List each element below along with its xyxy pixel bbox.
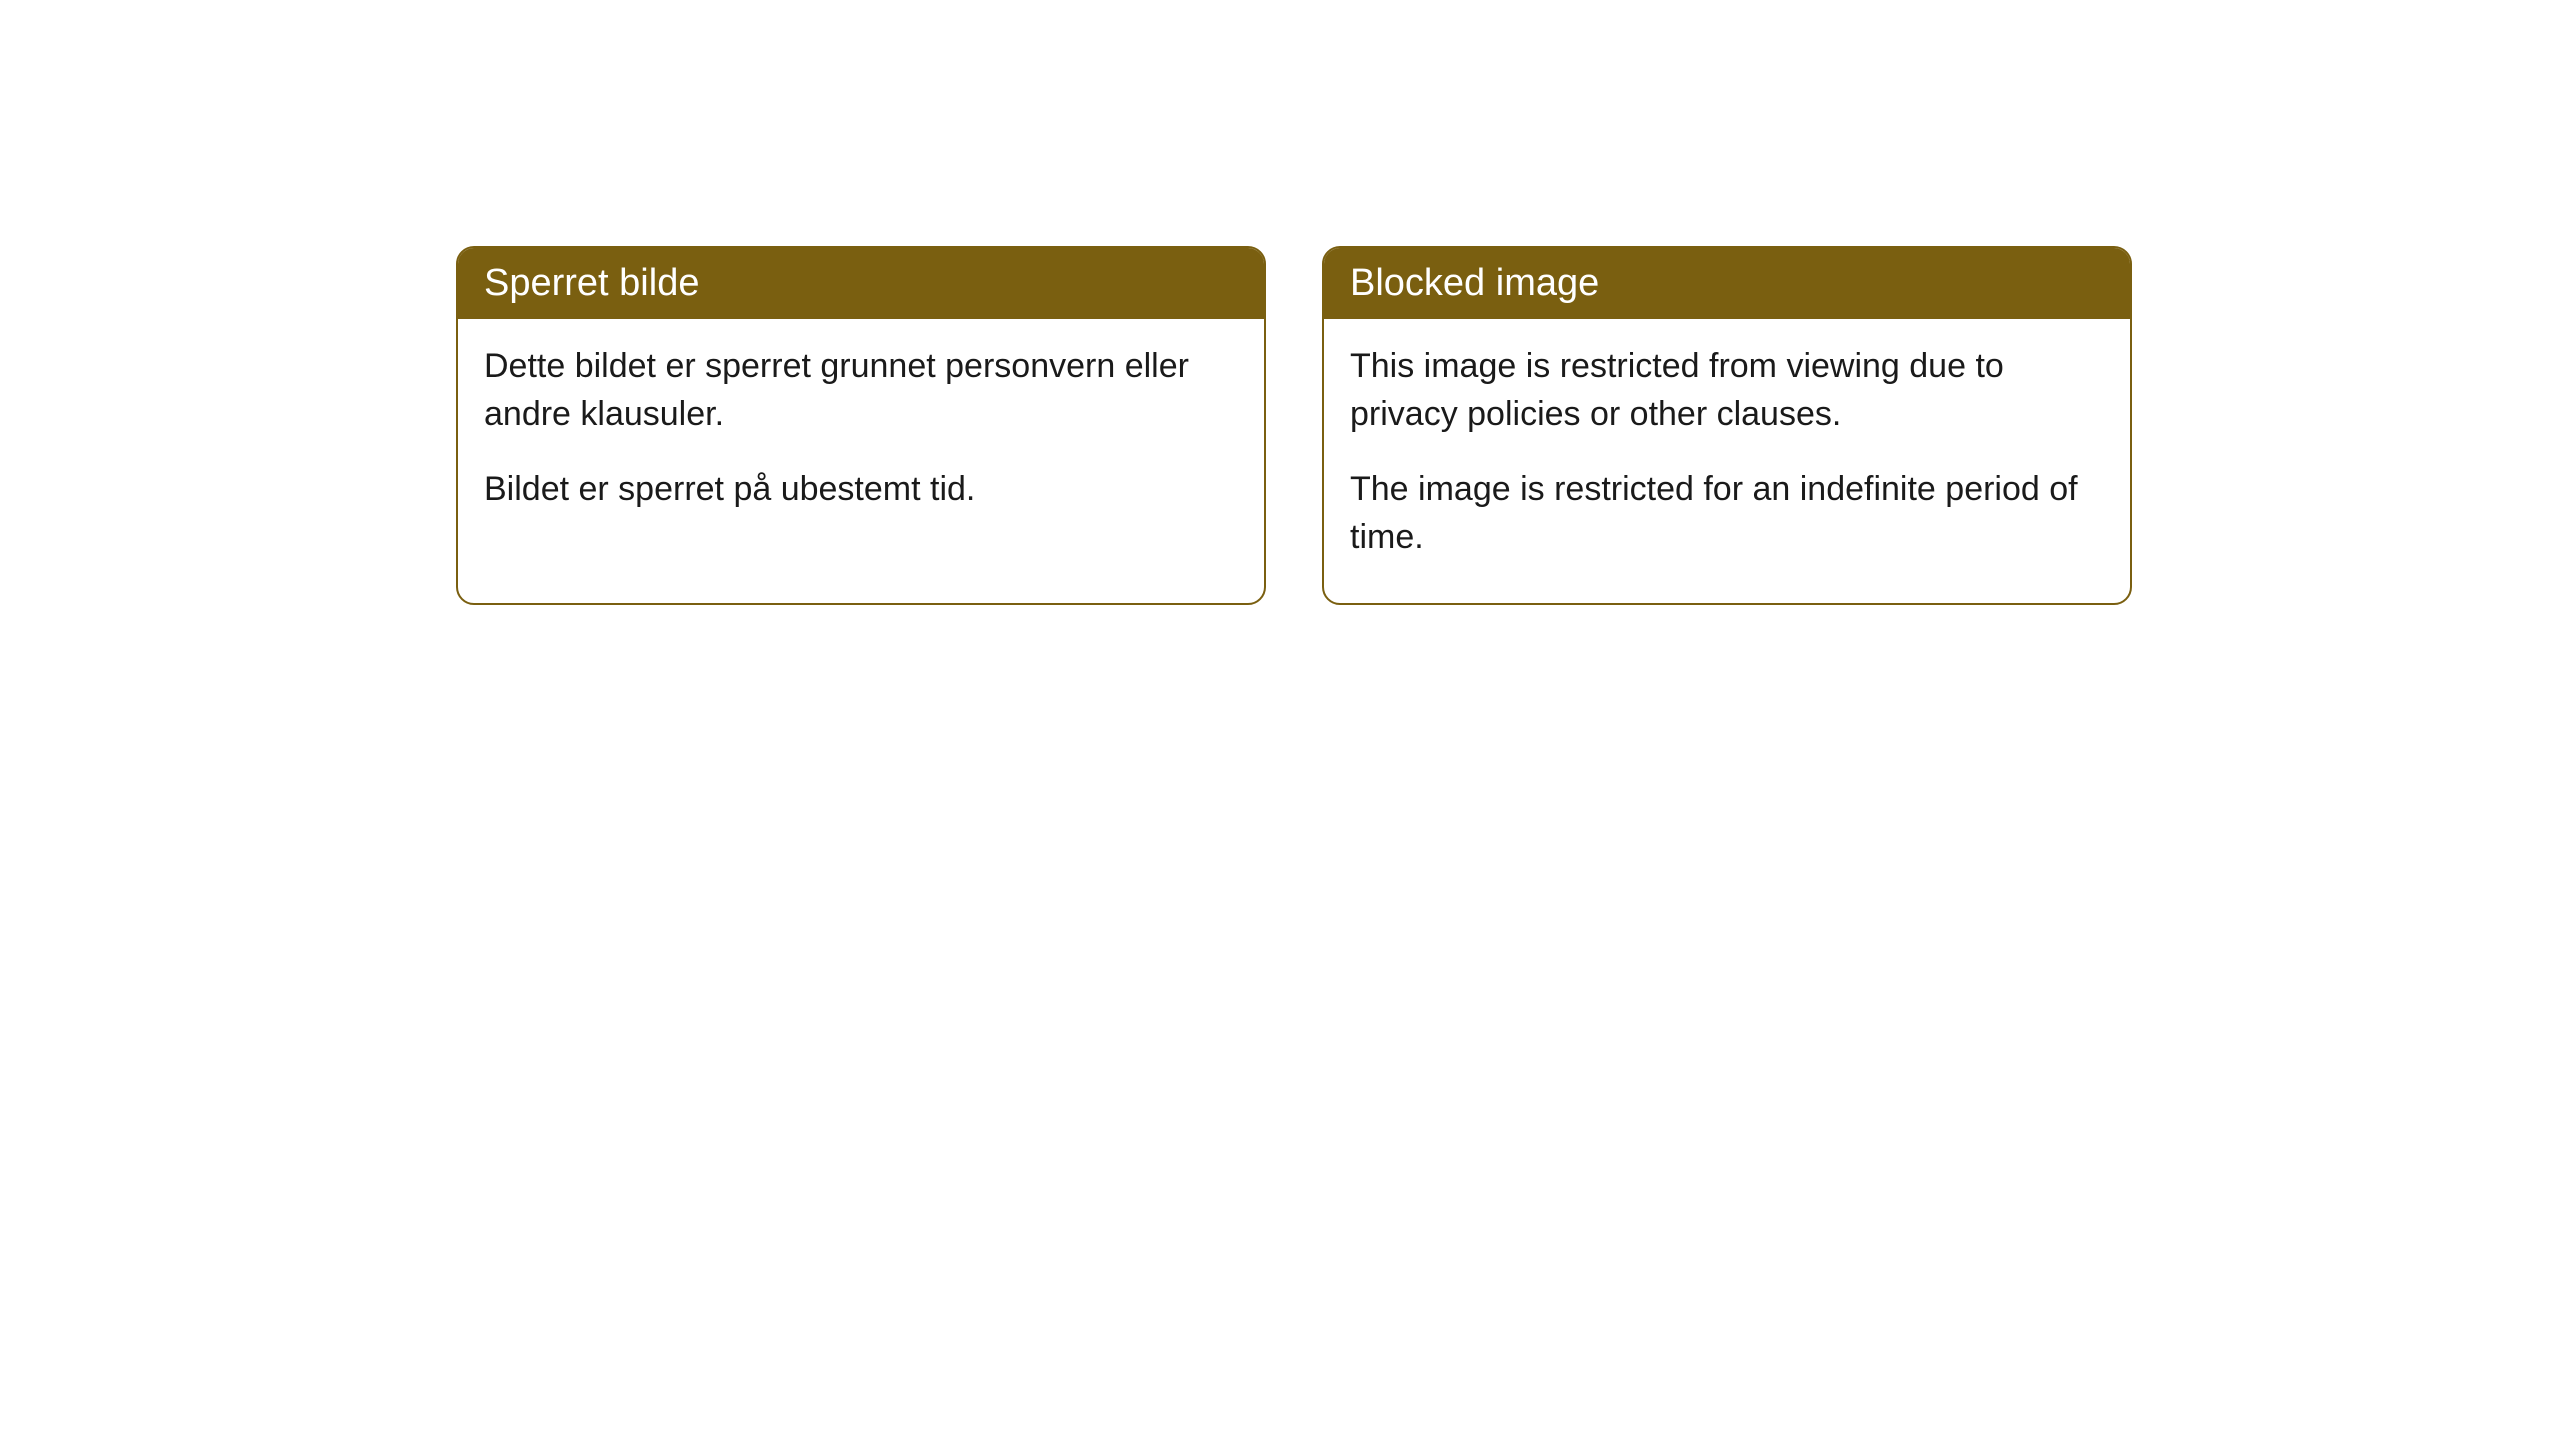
card-paragraph-1-norwegian: Dette bildet er sperret grunnet personve… [484, 343, 1238, 438]
blocked-image-card-norwegian: Sperret bilde Dette bildet er sperret gr… [456, 246, 1266, 605]
blocked-image-card-english: Blocked image This image is restricted f… [1322, 246, 2132, 605]
card-paragraph-2-norwegian: Bildet er sperret på ubestemt tid. [484, 466, 1238, 514]
card-body-norwegian: Dette bildet er sperret grunnet personve… [458, 319, 1264, 556]
card-header-norwegian: Sperret bilde [458, 248, 1264, 319]
card-body-english: This image is restricted from viewing du… [1324, 319, 2130, 603]
card-paragraph-2-english: The image is restricted for an indefinit… [1350, 466, 2104, 561]
card-paragraph-1-english: This image is restricted from viewing du… [1350, 343, 2104, 438]
notice-cards-container: Sperret bilde Dette bildet er sperret gr… [456, 246, 2132, 605]
card-header-english: Blocked image [1324, 248, 2130, 319]
